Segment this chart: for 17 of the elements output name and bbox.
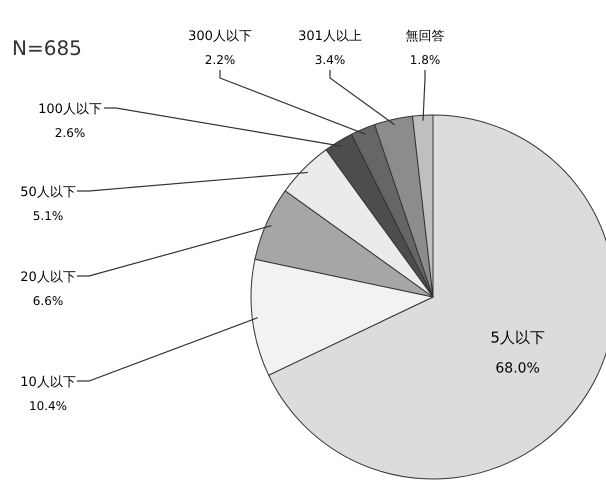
slice-label: 301人以上 (298, 29, 362, 44)
slice-label: 100人以下 (38, 102, 102, 117)
slice-label: 10人以下 (20, 375, 76, 390)
data-label: 1.8% (410, 53, 440, 67)
data-label: 3.4% (314, 53, 346, 67)
data-label: 6.6% (32, 294, 64, 308)
slice-label: 50人以下 (20, 185, 76, 200)
data-label: 10.4% (28, 399, 68, 413)
slice-label: 20人以下 (20, 270, 76, 285)
data-label: 2.2% (204, 53, 236, 67)
data-label: 68.0% (495, 360, 540, 376)
data-label: 2.6% (54, 126, 86, 140)
slice-label: 5人以下 (490, 328, 545, 346)
slice-label: 300人以下 (188, 29, 252, 44)
text: N=685 (12, 36, 82, 60)
slice-label: 無回答 (406, 29, 444, 44)
data-label: 5.1% (32, 209, 64, 223)
